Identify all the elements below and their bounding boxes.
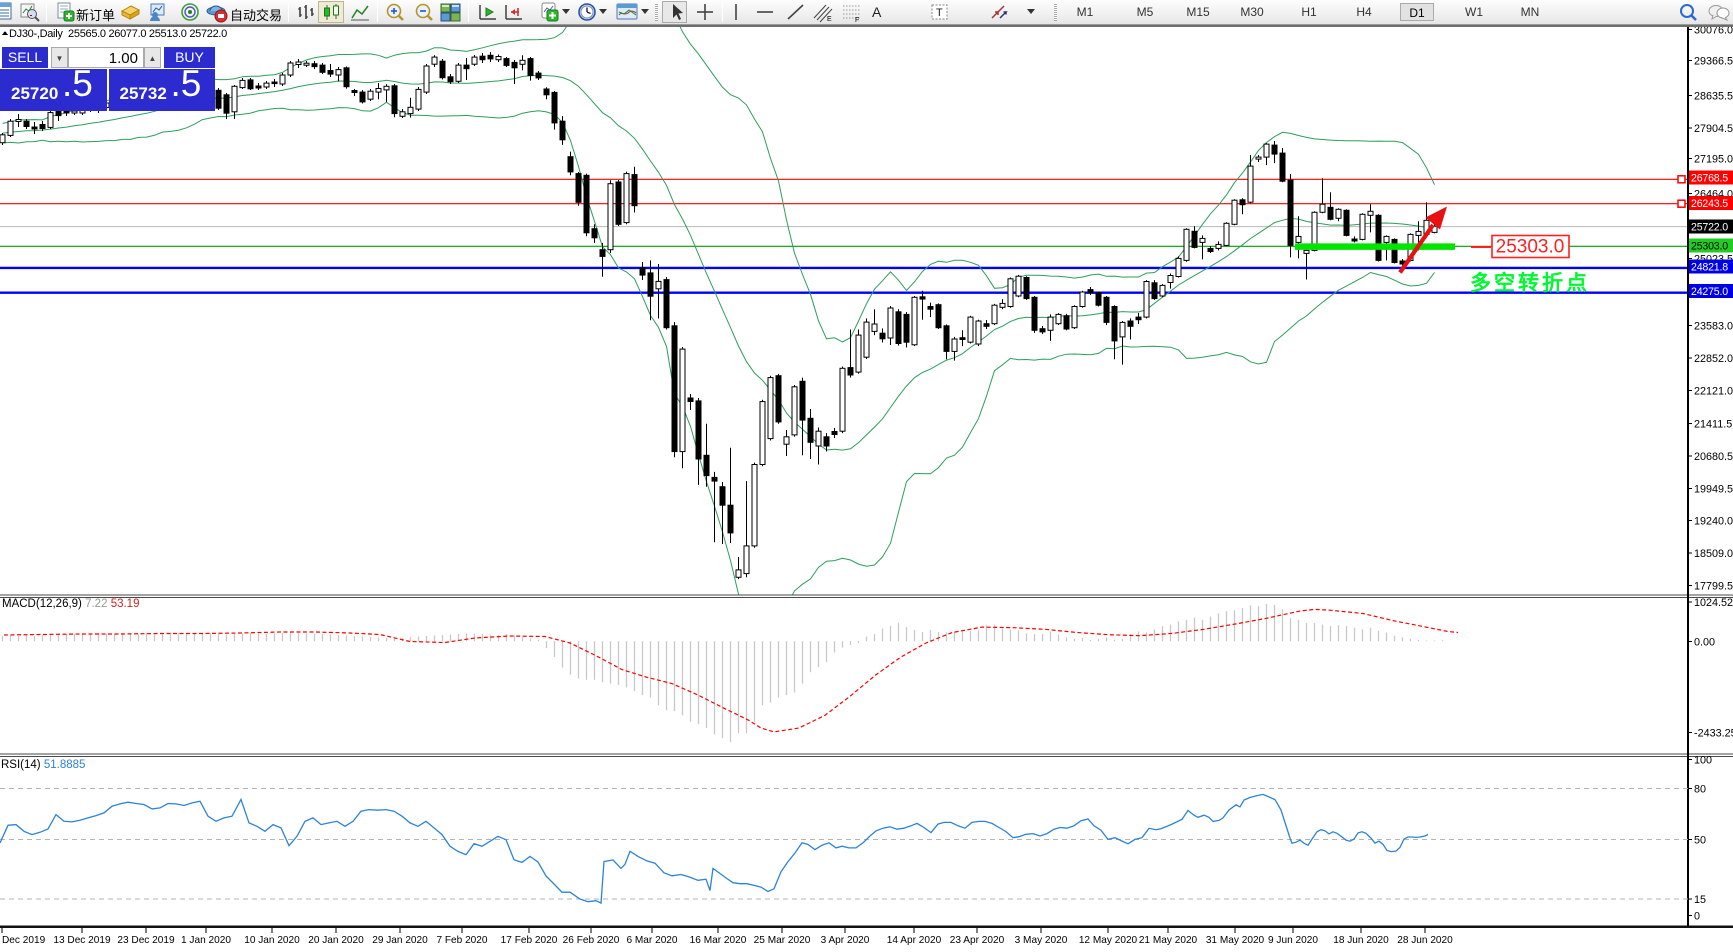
svg-text:0.00: 0.00 xyxy=(1694,637,1715,649)
svg-text:21 May 2020: 21 May 2020 xyxy=(1139,935,1198,946)
svg-text:T: T xyxy=(936,7,943,19)
svg-text:7 Feb 2020: 7 Feb 2020 xyxy=(436,935,487,946)
svg-text:25 Mar 2020: 25 Mar 2020 xyxy=(754,935,811,946)
svg-text:25303.0: 25303.0 xyxy=(1496,237,1565,258)
svg-text:80: 80 xyxy=(1694,784,1706,796)
svg-text:RSI(14) 51.8885: RSI(14) 51.8885 xyxy=(1,759,85,771)
svg-text:15: 15 xyxy=(1694,894,1706,906)
svg-text:26243.5: 26243.5 xyxy=(1691,198,1728,210)
svg-text:-2433.25: -2433.25 xyxy=(1694,728,1733,740)
svg-text:30076.0: 30076.0 xyxy=(1694,27,1733,37)
svg-text:25303.0: 25303.0 xyxy=(1691,241,1728,253)
svg-text:19240.0: 19240.0 xyxy=(1694,515,1733,527)
svg-text:20 Jan 2020: 20 Jan 2020 xyxy=(308,935,364,946)
svg-text:22852.0: 22852.0 xyxy=(1694,353,1733,365)
svg-text:18 Jun 2020: 18 Jun 2020 xyxy=(1333,935,1389,946)
svg-text:25722.0: 25722.0 xyxy=(1691,222,1728,234)
svg-text:23 Apr 2020: 23 Apr 2020 xyxy=(950,935,1005,946)
svg-text:21411.5: 21411.5 xyxy=(1694,418,1732,430)
svg-text:6 Mar 2020: 6 Mar 2020 xyxy=(626,935,677,946)
svg-text:1024.52: 1024.52 xyxy=(1694,597,1733,609)
svg-text:50: 50 xyxy=(1694,834,1706,846)
svg-text:22121.0: 22121.0 xyxy=(1694,386,1733,398)
svg-text:14 Apr 2020: 14 Apr 2020 xyxy=(887,935,942,946)
svg-text:DJ30-,Daily 25565.0 26077.0 2: DJ30-,Daily 25565.0 26077.0 25513.0 2572… xyxy=(9,28,227,40)
svg-text:20680.5: 20680.5 xyxy=(1694,451,1733,463)
svg-text:MACD(12,26,9) 7.22 53.19: MACD(12,26,9) 7.22 53.19 xyxy=(2,598,139,610)
svg-text:3 May 2020: 3 May 2020 xyxy=(1015,935,1068,946)
svg-text:27904.5: 27904.5 xyxy=(1694,123,1733,135)
svg-text:13 Dec 2019: 13 Dec 2019 xyxy=(53,935,111,946)
svg-text:F: F xyxy=(855,17,859,23)
svg-text:26 Feb 2020: 26 Feb 2020 xyxy=(563,935,620,946)
svg-text:Dec 2019: Dec 2019 xyxy=(2,935,46,946)
svg-text:26768.5: 26768.5 xyxy=(1691,173,1728,185)
svg-text:9 Jun 2020: 9 Jun 2020 xyxy=(1268,935,1318,946)
svg-text:27195.0: 27195.0 xyxy=(1694,153,1733,165)
svg-text:1 Jan 2020: 1 Jan 2020 xyxy=(181,935,231,946)
svg-text:3 Apr 2020: 3 Apr 2020 xyxy=(821,935,870,946)
svg-text:16 Mar 2020: 16 Mar 2020 xyxy=(690,935,747,946)
svg-text:0: 0 xyxy=(1694,910,1700,922)
svg-text:10 Jan 2020: 10 Jan 2020 xyxy=(244,935,300,946)
svg-text:24275.0: 24275.0 xyxy=(1691,286,1728,298)
svg-text:100: 100 xyxy=(1694,754,1712,766)
svg-text:28 Jun 2020: 28 Jun 2020 xyxy=(1397,935,1453,946)
svg-text:12 May 2020: 12 May 2020 xyxy=(1079,935,1138,946)
svg-text:17 Feb 2020: 17 Feb 2020 xyxy=(501,935,558,946)
svg-text:E: E xyxy=(827,16,832,23)
svg-text:23583.0: 23583.0 xyxy=(1694,320,1733,332)
svg-text:29 Jan 2020: 29 Jan 2020 xyxy=(372,935,428,946)
svg-text:19949.5: 19949.5 xyxy=(1694,484,1733,496)
svg-text:31 May 2020: 31 May 2020 xyxy=(1206,935,1265,946)
svg-text:多空转折点: 多空转折点 xyxy=(1470,271,1590,295)
svg-text:17799.5: 17799.5 xyxy=(1694,581,1733,593)
svg-text:18509.0: 18509.0 xyxy=(1694,548,1733,560)
svg-text:28635.5: 28635.5 xyxy=(1694,90,1733,102)
svg-text:24821.8: 24821.8 xyxy=(1691,261,1728,273)
svg-text:23 Dec 2019: 23 Dec 2019 xyxy=(117,935,175,946)
svg-text:29366.5: 29366.5 xyxy=(1694,56,1733,68)
